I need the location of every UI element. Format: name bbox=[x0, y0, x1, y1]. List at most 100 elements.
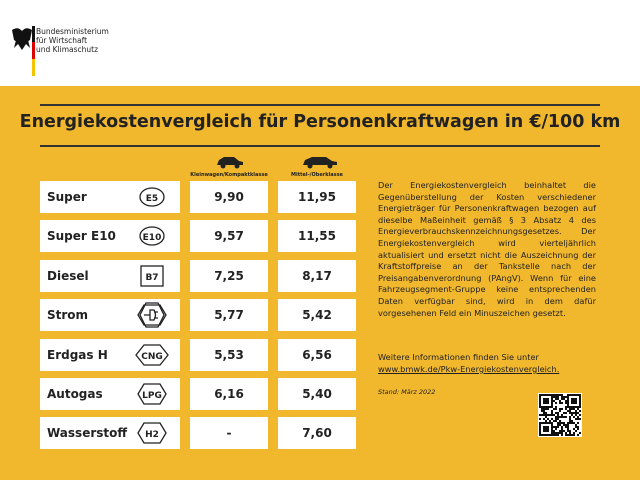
qr-module bbox=[571, 402, 573, 404]
fuel-badge: E10 bbox=[139, 226, 165, 247]
price: 5,77 bbox=[190, 299, 268, 332]
qr-module bbox=[543, 418, 545, 420]
qr-module bbox=[555, 428, 557, 430]
qr-module bbox=[561, 414, 563, 416]
fuel-label: Super bbox=[47, 190, 87, 204]
qr-module bbox=[573, 402, 575, 404]
qr-module bbox=[561, 408, 563, 410]
qr-module bbox=[551, 428, 553, 430]
qr-module bbox=[561, 432, 563, 434]
fuel-badge: LPG bbox=[137, 383, 167, 405]
qr-module bbox=[539, 426, 541, 428]
qr-module bbox=[575, 414, 577, 416]
qr-module bbox=[543, 408, 545, 410]
qr-module bbox=[561, 394, 563, 396]
qr-module bbox=[551, 402, 553, 404]
ministry-line: Bundesministerium bbox=[36, 27, 109, 36]
qr-module bbox=[559, 394, 561, 396]
qr-module bbox=[549, 420, 551, 422]
qr-module bbox=[545, 428, 547, 430]
qr-module bbox=[559, 420, 561, 422]
qr-module bbox=[569, 420, 571, 422]
qr-module bbox=[561, 396, 563, 398]
qr-module bbox=[555, 420, 557, 422]
qr-module bbox=[545, 434, 547, 436]
qr-module bbox=[563, 416, 565, 418]
qr-module bbox=[575, 426, 577, 428]
qr-module bbox=[577, 394, 579, 396]
qr-module bbox=[551, 430, 553, 432]
qr-module bbox=[545, 422, 547, 424]
qr-module bbox=[579, 414, 581, 416]
qr-module bbox=[545, 430, 547, 432]
qr-module bbox=[575, 406, 577, 408]
qr-module bbox=[539, 400, 541, 402]
fuel-badge: H2 bbox=[137, 422, 167, 445]
qr-module bbox=[555, 408, 557, 410]
qr-module bbox=[569, 406, 571, 408]
more-info: Weitere Informationen finden Sie unter bbox=[378, 352, 539, 362]
price: 7,25 bbox=[190, 259, 268, 292]
qr-module bbox=[541, 406, 543, 408]
qr-module bbox=[573, 394, 575, 396]
qr-module bbox=[545, 398, 547, 400]
qr-module bbox=[553, 430, 555, 432]
qr-module bbox=[559, 410, 561, 412]
qr-module bbox=[555, 398, 557, 400]
qr-module bbox=[567, 404, 569, 406]
qr-module bbox=[539, 406, 541, 408]
qr-module bbox=[539, 398, 541, 400]
qr-module bbox=[561, 434, 563, 436]
qr-module bbox=[573, 398, 575, 400]
qr-module bbox=[569, 412, 571, 414]
qr-module bbox=[567, 434, 569, 436]
price: 6,56 bbox=[278, 338, 356, 371]
qr-module bbox=[577, 406, 579, 408]
fuel-box: Strom bbox=[40, 299, 180, 332]
qr-module bbox=[559, 402, 561, 404]
qr-module bbox=[563, 396, 565, 398]
qr-module bbox=[555, 406, 557, 408]
price: 9,90 bbox=[190, 181, 268, 213]
link[interactable]: www.bmwk.de/Pkw-Energiekostenvergleich. bbox=[378, 364, 560, 374]
qr-module bbox=[579, 396, 581, 398]
qr-module bbox=[545, 408, 547, 410]
qr-module bbox=[543, 400, 545, 402]
qr-module bbox=[539, 402, 541, 404]
qr-module bbox=[559, 422, 561, 424]
qr-module bbox=[577, 412, 579, 414]
qr-module bbox=[563, 412, 565, 414]
qr-module bbox=[555, 432, 557, 434]
fuel-label: Strom bbox=[47, 308, 89, 323]
qr-module bbox=[547, 418, 549, 420]
fuel-box: Super E10 E10 bbox=[40, 220, 180, 253]
rule bbox=[40, 145, 600, 147]
qr-module bbox=[547, 406, 549, 408]
price: 11,55 bbox=[278, 220, 356, 253]
qr-module bbox=[573, 400, 575, 402]
qr-module bbox=[579, 432, 581, 434]
qr-module bbox=[543, 426, 545, 428]
qr-module bbox=[569, 430, 571, 432]
qr-module bbox=[551, 396, 553, 398]
qr-module bbox=[579, 402, 581, 404]
qr-module bbox=[563, 430, 565, 432]
qr-module bbox=[539, 424, 541, 426]
qr-module bbox=[539, 396, 541, 398]
qr-module bbox=[541, 434, 543, 436]
badge-text: E5 bbox=[146, 194, 158, 204]
qr-module bbox=[579, 394, 581, 396]
qr-module bbox=[541, 394, 543, 396]
fuel-badge: CNG bbox=[135, 343, 169, 366]
qr-module bbox=[557, 414, 559, 416]
qr-module bbox=[569, 418, 571, 420]
qr-module bbox=[565, 434, 567, 436]
fuel-box: Erdgas H CNG bbox=[40, 338, 180, 371]
qr-module bbox=[567, 406, 569, 408]
qr-module bbox=[567, 398, 569, 400]
plug-icon bbox=[144, 309, 158, 321]
qr-module bbox=[559, 424, 561, 426]
qr-module bbox=[541, 414, 543, 416]
qr-module bbox=[541, 408, 543, 410]
